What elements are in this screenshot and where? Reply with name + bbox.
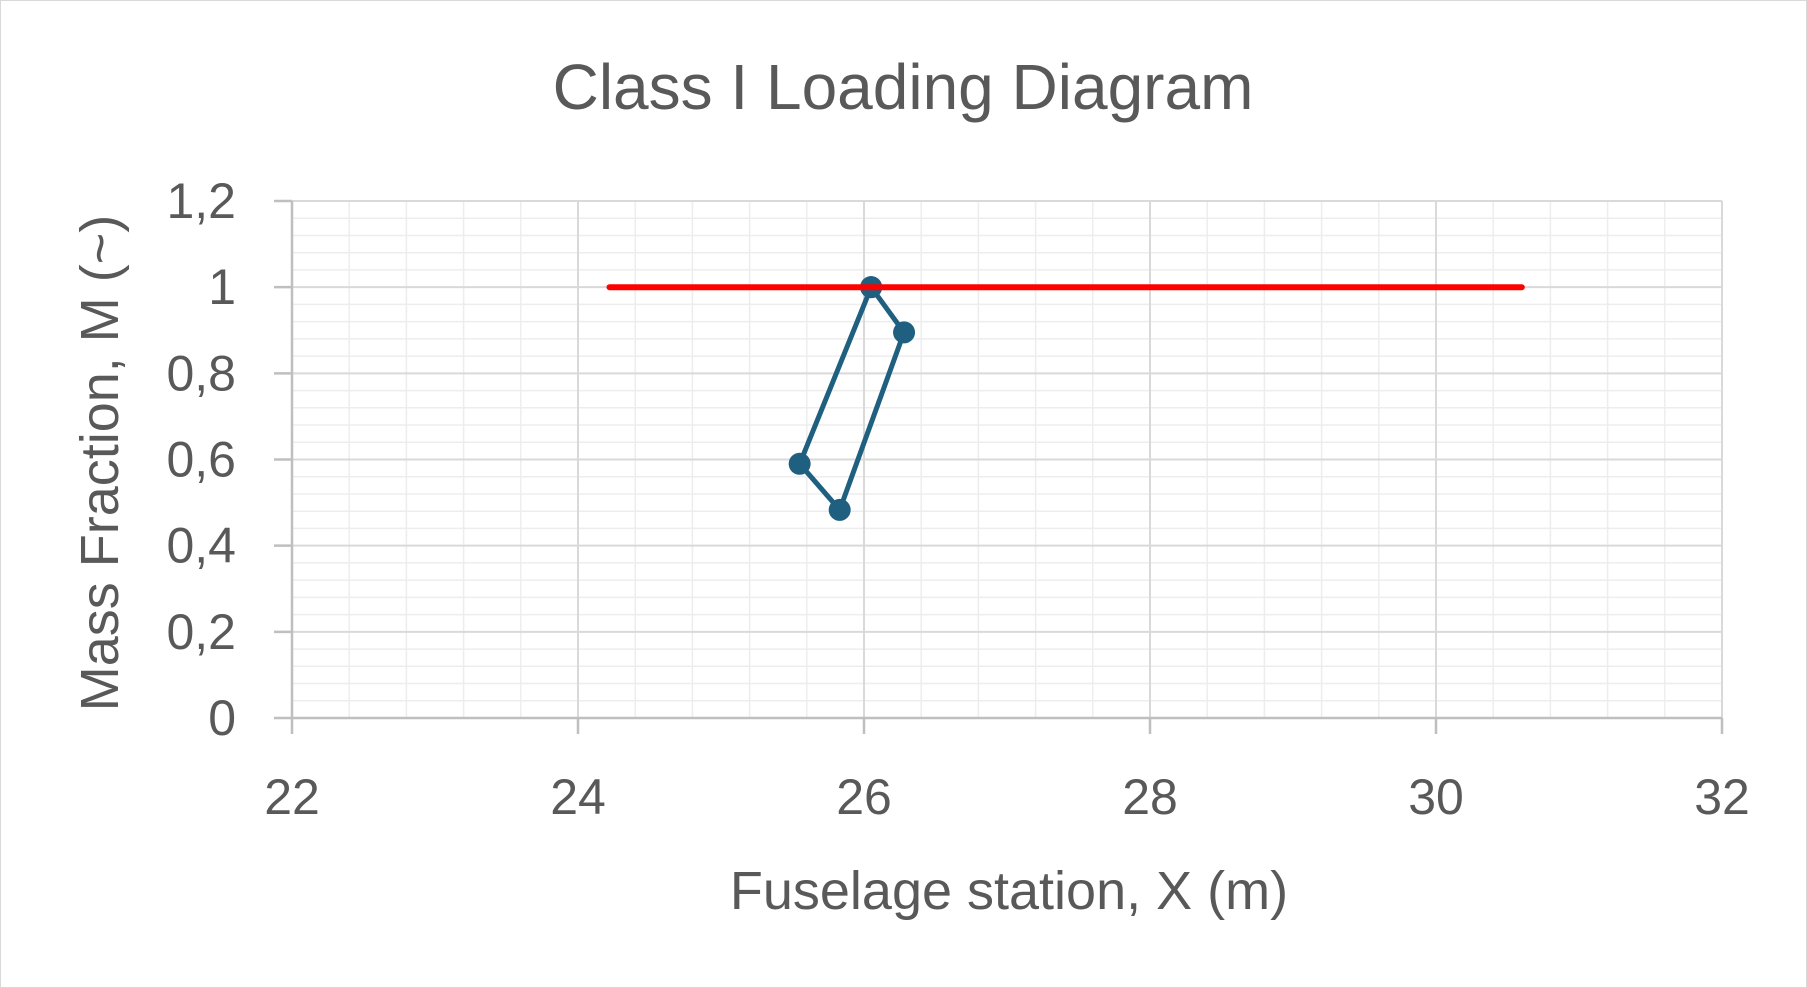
- axes: [274, 199, 1724, 734]
- x-tick-label: 30: [1408, 769, 1464, 825]
- y-tick-label: 0,4: [166, 518, 236, 574]
- grid: [291, 200, 1723, 719]
- x-axis-title: Fuselage station, X (m): [730, 861, 1288, 921]
- x-tick-label: 32: [1694, 769, 1750, 825]
- x-tick-label: 28: [1122, 769, 1178, 825]
- y-tick-label: 0: [208, 690, 236, 746]
- series-1-point: [828, 498, 851, 521]
- x-tick-label: 24: [550, 769, 606, 825]
- series-1-point: [893, 321, 916, 344]
- y-tick-label: 0,8: [166, 345, 236, 401]
- y-tick-label: 0,6: [166, 432, 236, 488]
- series: [606, 276, 1525, 521]
- y-axis-title: Mass Fraction, M (~): [70, 215, 130, 712]
- x-tick-label: 26: [836, 769, 892, 825]
- labels: 22 24 26 28 30 32 0 0,2 0,4 0,6 0,8 1 1,2: [166, 173, 1749, 825]
- x-tick-label: 22: [264, 769, 320, 825]
- chart-title: Class I Loading Diagram: [553, 51, 1254, 123]
- y-tick-label: 1,2: [166, 173, 236, 229]
- series-1-point: [788, 452, 811, 475]
- y-tick-label: 1: [208, 259, 236, 315]
- y-tick-label: 0,2: [166, 604, 236, 660]
